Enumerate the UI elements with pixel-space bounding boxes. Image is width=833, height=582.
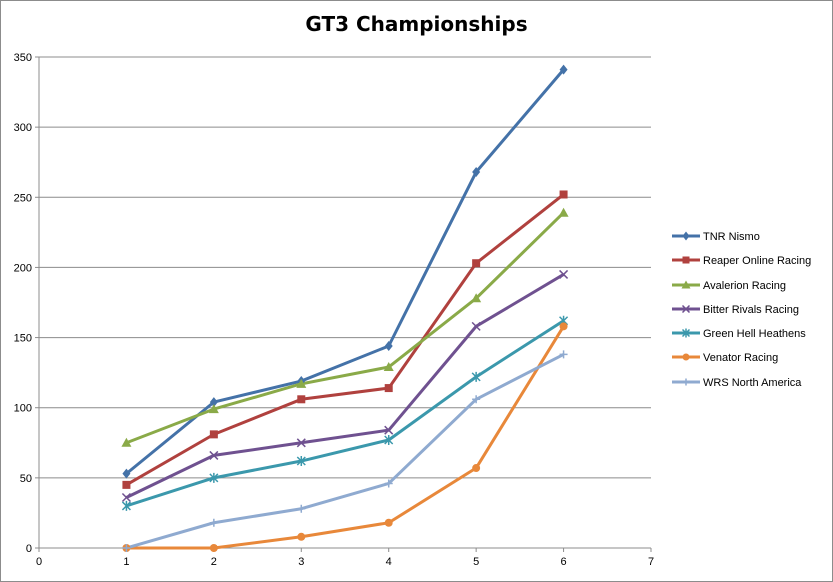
data-point-tnr-nismo [209,397,218,408]
data-point-tnr-nismo [559,64,568,75]
legend-label: Bitter Rivals Racing [703,303,799,316]
legend-item-green-hell-heathens: Green Hell Heathens [670,323,830,347]
chart-title: GT3 Championships [305,12,528,36]
data-point-venator-racing [297,532,306,541]
data-point-wrs-north-america [122,544,131,552]
legend-label: Green Hell Heathens [703,328,806,341]
legend-item-tnr-nismo: TNR Nismo [670,226,830,250]
x-tick-label: 6 [561,556,567,568]
y-tick-label: 350 [14,52,32,64]
y-tick-label: 300 [14,122,32,134]
x-tick-label: 0 [36,556,42,568]
data-point-bitter-rivals-racing [471,321,481,331]
data-point-reaper-online-racing [559,190,568,199]
data-point-green-hell-heathens [121,500,131,511]
legend-item-bitter-rivals-racing: Bitter Rivals Racing [670,299,830,323]
y-tick-label: 0 [26,543,32,555]
data-point-green-hell-heathens [296,456,306,467]
series-line-reaper-online-racing [125,193,565,487]
data-point-venator-racing [472,464,481,473]
legend-label: TNR Nismo [703,231,760,243]
data-point-wrs-north-america [297,504,306,513]
legend-swatch [672,328,700,338]
data-point-bitter-rivals-racing [384,425,394,435]
data-point-avalerion-racing [558,207,569,217]
data-point-avalerion-racing [296,378,307,388]
data-point-bitter-rivals-racing [209,450,219,460]
data-point-bitter-rivals-racing [296,438,306,448]
x-tick-label: 7 [648,556,654,568]
data-point-bitter-rivals-racing [121,492,131,503]
data-point-avalerion-racing [471,293,482,303]
data-point-wrs-north-america [384,479,393,488]
data-point-reaper-online-racing [384,384,393,393]
legend-item-venator-racing: Venator Racing [670,347,830,371]
y-tick-label: 200 [14,262,32,274]
legend-label: Avalerion Racing [703,279,786,292]
data-point-reaper-online-racing [472,259,481,268]
data-point-venator-racing [209,544,218,552]
data-point-tnr-nismo [472,167,481,178]
series-line-wrs-north-america [126,353,565,550]
legend-item-reaper-online-racing: Reaper Online Racing [670,250,830,274]
data-point-bitter-rivals-racing [559,269,569,279]
legend: TNR Nismo Reaper Online Racing Avalerion R… [670,226,830,396]
data-point-reaper-online-racing [209,430,218,439]
data-point-avalerion-racing [383,362,394,372]
data-point-avalerion-racing [208,404,219,414]
y-tick-label: 250 [14,192,32,204]
legend-swatch [672,280,700,289]
x-tick-label: 4 [386,556,392,568]
legend-label: Reaper Online Racing [703,255,812,268]
legend-swatch [672,304,700,313]
data-point-reaper-online-racing [122,480,131,489]
data-point-wrs-north-america [472,395,481,404]
legend-item-avalerion-racing: Avalerion Racing [670,275,830,299]
y-tick-label: 150 [14,333,32,345]
data-point-venator-racing [559,322,568,331]
data-point-tnr-nismo [384,340,393,351]
x-tick-label: 2 [211,556,217,568]
legend-swatch [672,353,700,361]
data-point-green-hell-heathens [471,371,481,382]
series-line-avalerion-racing [125,211,565,445]
data-point-tnr-nismo [122,468,131,479]
y-tick-label: 100 [14,403,32,415]
data-point-reaper-online-racing [297,395,306,404]
series-line-green-hell-heathens [125,319,565,508]
series-line-venator-racing [126,325,565,550]
data-point-avalerion-racing [121,437,132,447]
legend-swatch [672,231,700,241]
legend-label: Venator Racing [703,352,779,365]
data-point-wrs-north-america [559,350,568,359]
series-line-tnr-nismo [125,68,565,475]
series-line-bitter-rivals-racing [125,273,565,499]
data-point-green-hell-heathens [384,434,394,445]
data-point-green-hell-heathens [209,472,219,483]
y-tick-label: 50 [20,473,32,485]
data-point-venator-racing [384,518,393,527]
legend-swatch [672,256,700,264]
legend-swatch [672,378,700,386]
x-tick-label: 3 [298,556,304,568]
legend-label: WRS North America [703,376,802,389]
x-tick-label: 5 [473,556,479,568]
legend-item-wrs-north-america: WRS North America [670,372,830,396]
data-point-wrs-north-america [209,518,218,527]
x-tick-label: 1 [123,556,129,568]
